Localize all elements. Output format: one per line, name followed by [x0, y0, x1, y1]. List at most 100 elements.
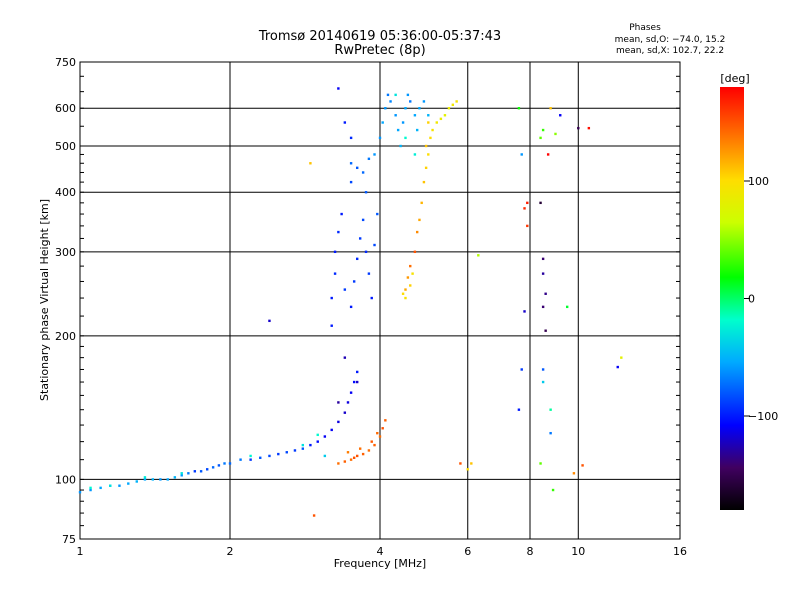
y-tick-label: 200: [55, 330, 76, 343]
data-point: [443, 114, 447, 117]
data-point: [343, 121, 347, 124]
plot-area: 1 2 4 6 8 10 16 75 100 200 300 400 500 600 750: [55, 56, 687, 558]
y-tick-label: 75: [62, 533, 76, 546]
colorbar-unit: [deg]: [720, 72, 749, 85]
data-point: [355, 166, 359, 170]
data-point: [581, 464, 584, 467]
data-point: [343, 288, 347, 291]
data-point: [587, 126, 591, 130]
y-tick-label: 600: [55, 102, 76, 115]
data-point: [355, 454, 359, 458]
data-point: [228, 462, 232, 465]
data-point: [541, 305, 545, 309]
y-axis-label: Stationary phase Virtual Height [km]: [38, 199, 51, 401]
data-point: [549, 408, 552, 411]
data-point: [333, 250, 337, 254]
data-point: [549, 107, 552, 110]
colorbar-scale: [720, 87, 744, 510]
data-point: [386, 93, 390, 97]
x-axis-ticks: 1 2 4 6 8 10 16: [77, 545, 688, 558]
data-point: [166, 478, 169, 481]
data-point: [541, 368, 545, 371]
data-point: [404, 296, 407, 300]
data-point: [429, 136, 432, 140]
data-point: [127, 482, 130, 485]
data-point: [343, 460, 347, 463]
data-point: [285, 451, 288, 454]
data-point: [143, 476, 147, 479]
data-point: [399, 144, 402, 148]
data-point: [517, 107, 521, 110]
data-point: [349, 458, 353, 461]
data-point: [447, 107, 451, 110]
data-point: [466, 468, 469, 471]
data-point: [367, 272, 371, 275]
data-point: [337, 87, 340, 90]
data-point: [89, 486, 92, 490]
data-point: [394, 114, 397, 117]
x-tick-label: 2: [227, 545, 234, 558]
data-point: [420, 201, 423, 205]
data-point: [370, 440, 373, 443]
data-point: [477, 254, 480, 257]
data-point: [381, 121, 384, 124]
colorbar-tick-label: 100: [748, 175, 769, 188]
data-point: [337, 230, 340, 234]
data-point: [559, 114, 562, 117]
data-point: [409, 264, 412, 268]
data-point: [361, 452, 365, 456]
data-point: [523, 310, 526, 313]
data-point: [355, 370, 359, 374]
data-point: [323, 454, 327, 458]
data-point: [361, 218, 365, 222]
data-point: [259, 456, 262, 459]
phase-stats-o: mean, sd,O: −74.0, 15.2: [615, 35, 726, 45]
data-point: [373, 443, 376, 447]
data-point: [544, 329, 547, 332]
data-point: [549, 431, 552, 435]
data-point: [520, 153, 523, 156]
data-point: [316, 433, 319, 437]
data-point: [520, 368, 523, 371]
data-point: [413, 114, 417, 117]
data-point: [517, 408, 521, 411]
data-point: [413, 153, 417, 156]
data-point: [616, 365, 619, 369]
data-point: [249, 458, 252, 461]
data-point: [572, 472, 576, 475]
colorbar-tick-label: −100: [748, 410, 778, 423]
data-point: [435, 121, 438, 124]
data-point: [78, 491, 82, 494]
data-point: [355, 380, 359, 384]
data-point: [180, 474, 183, 477]
chart-title: Tromsø 20140619 05:36:00-05:37:43: [258, 29, 501, 44]
x-tick-label: 4: [377, 545, 384, 558]
data-point: [381, 427, 384, 430]
x-tick-label: 8: [527, 545, 534, 558]
data-point: [427, 153, 430, 156]
data-point: [301, 447, 305, 450]
colorbar: [deg] 100 0 −100: [720, 72, 778, 510]
grid-lines: [80, 62, 680, 539]
data-point: [118, 484, 121, 487]
data-point: [358, 447, 362, 450]
y-tick-label: 100: [55, 473, 76, 486]
data-point: [404, 107, 407, 110]
data-point: [193, 470, 197, 473]
y-axis-ticks: 75 100 200 300 400 500 600 750: [55, 56, 76, 546]
data-point: [346, 401, 350, 404]
data-point: [223, 462, 226, 465]
data-point: [205, 468, 209, 471]
data-point: [404, 136, 407, 140]
data-point: [396, 128, 400, 132]
data-point: [526, 201, 529, 205]
data-point: [349, 136, 353, 140]
data-point: [427, 121, 430, 124]
data-point: [384, 419, 387, 422]
data-point: [389, 100, 392, 103]
data-point: [367, 157, 371, 161]
data-point: [349, 391, 353, 394]
data-point: [565, 305, 569, 309]
x-tick-label: 6: [464, 545, 471, 558]
data-point: [355, 257, 359, 261]
